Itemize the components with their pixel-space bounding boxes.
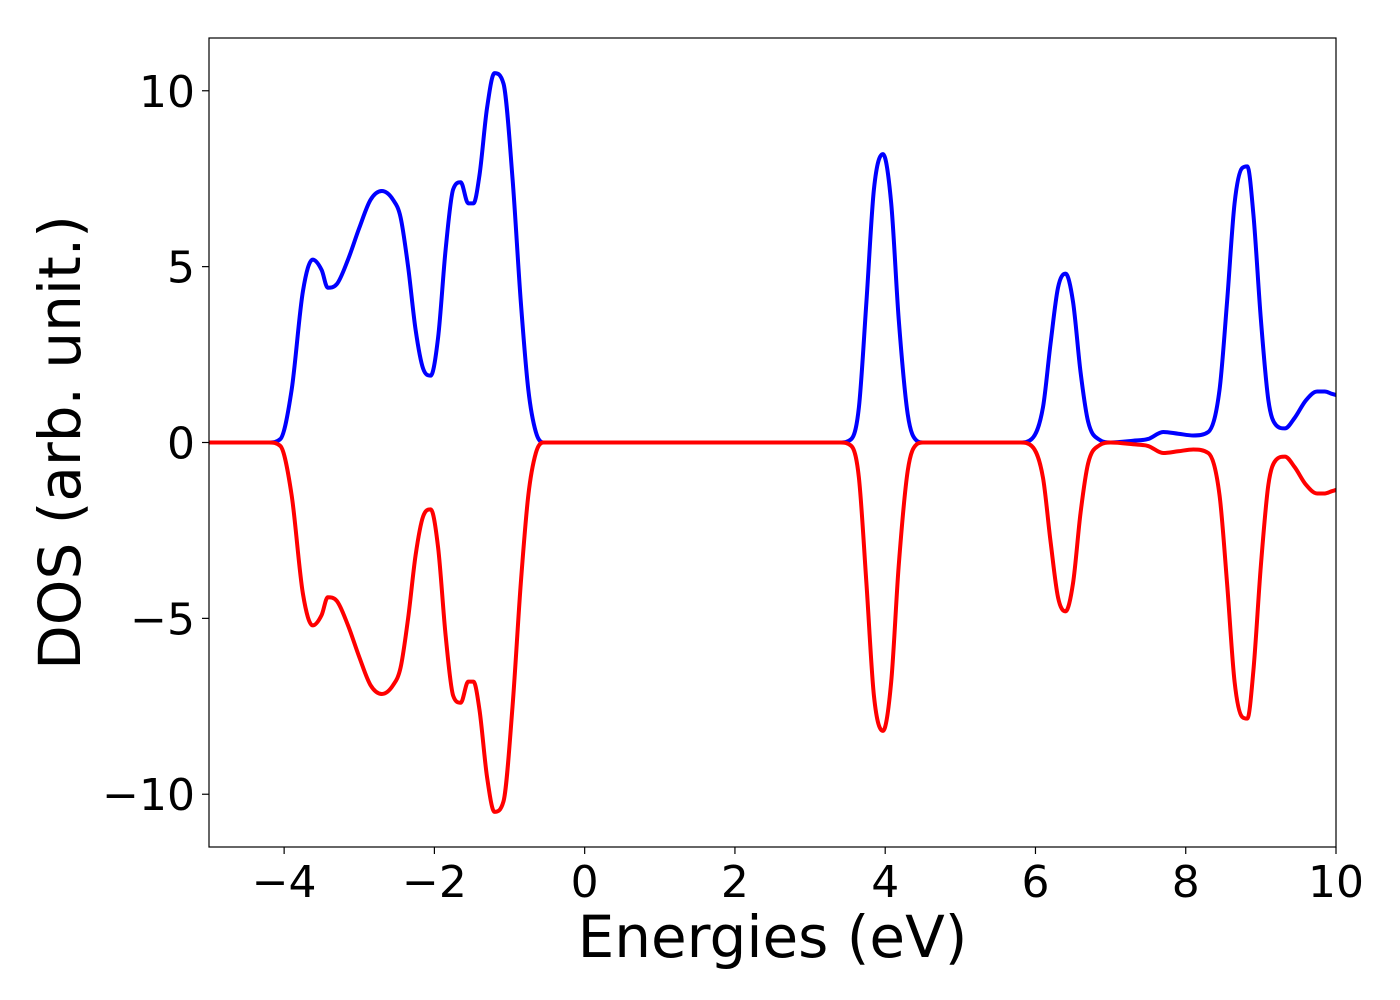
y-tick-label: 10 — [139, 67, 195, 118]
x-tick-label: 10 — [1308, 857, 1364, 908]
y-tick-label: 0 — [167, 419, 195, 470]
series-line-1 — [208, 71, 1337, 445]
x-tick-label: 2 — [721, 857, 749, 908]
series-layer — [208, 71, 1337, 814]
y-tick-label: −5 — [130, 594, 195, 645]
ticks-layer: −4 −2 0 2 4 6 8 10 −10 −5 0 5 10 — [102, 67, 1364, 908]
x-axis-label: Energies (eV) — [578, 903, 968, 971]
x-tick-label: −4 — [252, 857, 317, 908]
y-axis-label: DOS (arb. unit.) — [26, 215, 94, 670]
x-tick-label: 6 — [1021, 857, 1049, 908]
x-tick-label: −2 — [402, 857, 467, 908]
x-tick-label: 8 — [1172, 857, 1200, 908]
series-line-2 — [208, 440, 1337, 814]
y-tick-label: −10 — [102, 770, 195, 821]
y-tick-label: 5 — [167, 243, 195, 294]
x-tick-label: 4 — [871, 857, 899, 908]
x-tick-label: 0 — [571, 857, 599, 908]
